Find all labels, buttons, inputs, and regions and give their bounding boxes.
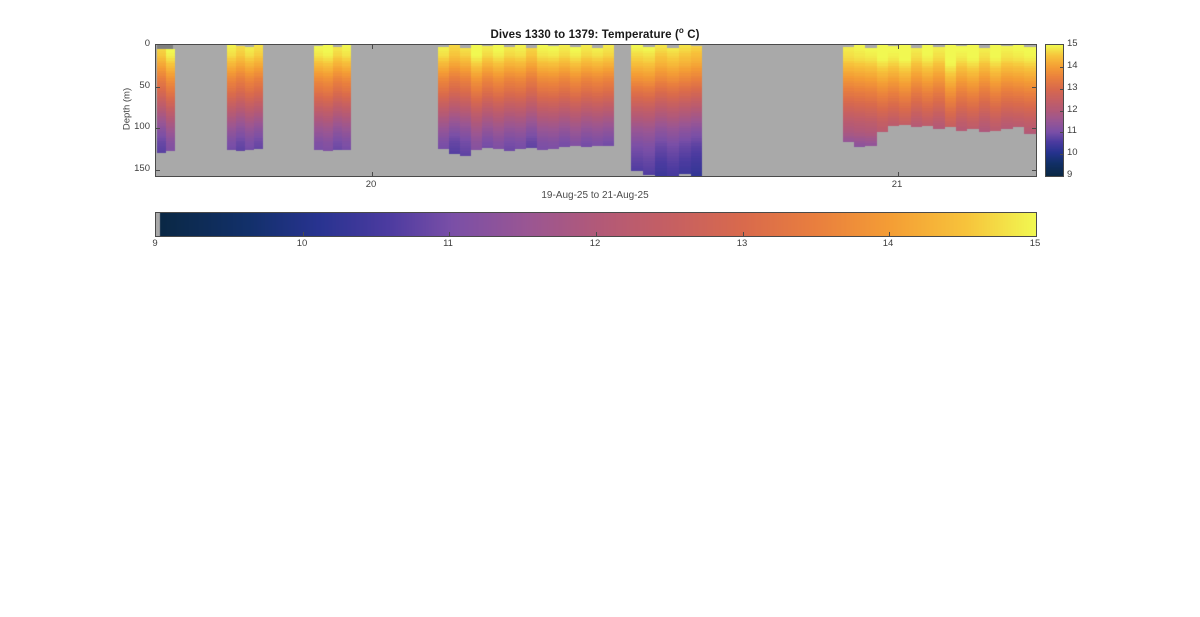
y-tick-mark — [156, 128, 160, 129]
colorbar-h-tick-label: 9 — [152, 238, 158, 249]
chart-title-text: Dives 1330 to 1379: Temperature ( — [490, 28, 679, 41]
degree-superscript: o — [678, 26, 684, 35]
y-tick-mark — [1032, 170, 1036, 171]
y-axis-tick-labels: 0 50 100 150 — [100, 38, 150, 175]
x-axis-label: 19-Aug-25 to 21-Aug-25 — [541, 190, 649, 201]
x-axis-tick-labels: 20 21 — [155, 179, 1035, 191]
colorbar-v-tick-mark — [1060, 89, 1063, 90]
x-tick-mark — [372, 172, 373, 176]
colorbar-h-tick-label: 11 — [443, 238, 453, 249]
y-tick-label: 150 — [134, 163, 150, 174]
colorbar-vertical-tick-labels: 9 10 11 12 13 14 15 — [1067, 38, 1097, 180]
colorbar-horizontal — [155, 212, 1037, 237]
chart-title: Dives 1330 to 1379: Temperature (o C) — [155, 26, 1035, 41]
colorbar-horizontal-gradient — [156, 213, 1036, 236]
colorbar-h-tick-label: 14 — [882, 238, 894, 249]
plot-area — [155, 44, 1037, 177]
colorbar-h-tick-label: 10 — [296, 238, 308, 249]
y-tick-label: 50 — [139, 80, 150, 91]
y-tick-mark — [1032, 87, 1036, 88]
x-tick-label: 20 — [365, 179, 377, 190]
colorbar-v-tick-label: 14 — [1067, 60, 1078, 71]
colorbar-v-tick-label: 13 — [1067, 82, 1078, 93]
colorbar-h-tick-mark — [449, 232, 450, 236]
x-tick-mark — [898, 45, 899, 49]
y-tick-mark — [1032, 128, 1036, 129]
colorbar-v-tick-label: 9 — [1067, 169, 1073, 180]
colorbar-h-tick-label: 15 — [1029, 238, 1041, 249]
colorbar-v-tick-mark — [1060, 132, 1063, 133]
colorbar-v-tick-mark — [1060, 111, 1063, 112]
y-tick-label: 100 — [134, 121, 150, 132]
y-tick-label: 0 — [144, 38, 150, 49]
colorbar-v-tick-mark — [1060, 154, 1063, 155]
colorbar-h-tick-label: 12 — [589, 238, 601, 249]
colorbar-v-tick-label: 11 — [1067, 125, 1077, 136]
colorbar-v-tick-label: 15 — [1067, 38, 1078, 49]
colorbar-v-tick-mark — [1060, 67, 1063, 68]
y-tick-mark — [156, 87, 160, 88]
colorbar-horizontal-tick-labels: 9 10 11 12 13 14 15 — [152, 238, 1040, 250]
colorbar-v-tick-label: 10 — [1067, 147, 1078, 158]
chart-title-suffix: C) — [683, 28, 700, 41]
y-tick-mark — [156, 170, 160, 171]
x-tick-mark — [372, 45, 373, 49]
colorbar-h-tick-mark — [743, 232, 744, 236]
colorbar-h-tick-label: 13 — [736, 238, 748, 249]
x-tick-label: 21 — [891, 179, 903, 190]
colorbar-vertical — [1045, 44, 1064, 177]
heatmap-canvas — [156, 45, 1036, 176]
colorbar-v-tick-label: 12 — [1067, 104, 1078, 115]
x-tick-mark — [898, 172, 899, 176]
colorbar-h-tick-mark — [596, 232, 597, 236]
colorbar-h-tick-mark — [889, 232, 890, 236]
colorbar-h-tick-mark — [303, 232, 304, 236]
colorbar-vertical-gradient — [1046, 45, 1063, 176]
